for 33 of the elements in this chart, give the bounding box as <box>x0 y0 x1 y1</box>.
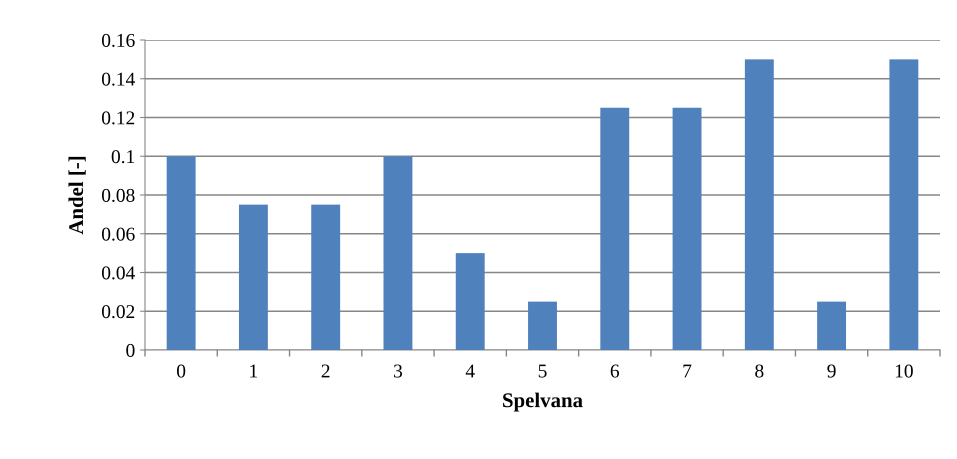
bar <box>311 204 340 350</box>
y-tick-label: 0.04 <box>102 266 135 280</box>
x-tick-label: 4 <box>466 364 475 378</box>
y-tick-label: 0.16 <box>102 34 135 48</box>
x-tick-label: 1 <box>250 364 258 378</box>
x-tick-label: 10 <box>896 364 913 378</box>
x-tick-label: 6 <box>610 364 620 378</box>
y-tick-label: 0.02 <box>102 305 134 318</box>
x-tick-label: 9 <box>827 364 836 378</box>
bar <box>238 204 268 350</box>
bar <box>456 253 485 350</box>
x-axis-title: Spelvana <box>503 392 583 412</box>
y-axis-title: Andel [-] <box>68 156 86 234</box>
bar <box>744 59 774 350</box>
x-tick-label: 8 <box>755 364 764 378</box>
y-tick-label: 0.08 <box>102 188 135 202</box>
bar <box>817 302 846 350</box>
bar <box>166 156 196 350</box>
x-tick-label: 5 <box>538 364 547 378</box>
x-tick-label: 3 <box>394 364 402 378</box>
x-tick-label: 7 <box>683 364 692 378</box>
bar <box>672 108 702 350</box>
y-tick-label: 0.14 <box>102 72 135 86</box>
x-tick-label: 2 <box>322 364 330 378</box>
y-tick-label: 0.1 <box>112 150 134 164</box>
x-tick-label: 0 <box>177 364 186 378</box>
bar <box>600 108 630 350</box>
bar <box>384 156 412 350</box>
y-tick-label: 0.12 <box>102 111 134 125</box>
bar <box>889 59 918 350</box>
y-tick-label: 0 <box>126 344 135 357</box>
bar <box>528 302 557 350</box>
y-tick-label: 0.06 <box>102 228 135 241</box>
